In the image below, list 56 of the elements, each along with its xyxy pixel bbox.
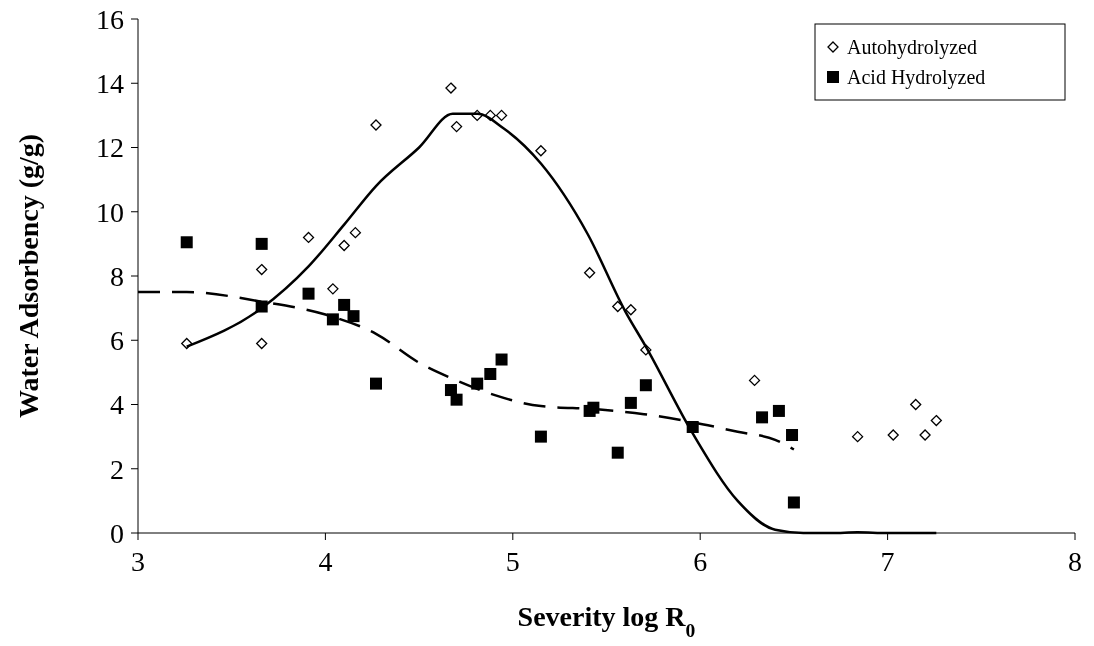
point: [302, 231, 315, 244]
point: [624, 396, 637, 409]
point: [534, 430, 547, 443]
point: [772, 404, 785, 417]
point: [180, 236, 193, 249]
x-axis-title: Severity log R$_{0}$: [517, 601, 696, 641]
x-tick-label: 3: [131, 546, 145, 577]
point: [445, 82, 457, 94]
point: [256, 263, 268, 276]
point: [450, 393, 463, 406]
y-tick-label: 2: [110, 453, 124, 485]
y-tick-label: 16: [96, 3, 124, 35]
point: [370, 377, 382, 390]
point: [444, 384, 457, 397]
point: [887, 429, 899, 441]
point: [930, 414, 942, 427]
point: [484, 367, 497, 380]
point: [338, 239, 350, 252]
point: [851, 430, 864, 443]
point: [450, 120, 463, 133]
y-tick-label: 10: [96, 196, 124, 228]
point: [786, 429, 799, 442]
y-tick-label: 0: [110, 517, 124, 549]
y-tick-label: 4: [110, 389, 124, 421]
point: [583, 267, 596, 279]
x-tick-label: 7: [880, 546, 895, 577]
y-axis-title: Water Adsorbency (g/g): [13, 133, 44, 419]
x-tick-label: 5: [505, 546, 520, 577]
point: [495, 109, 508, 122]
point: [639, 379, 652, 392]
y-tick-label: 6: [110, 325, 124, 357]
point: [255, 237, 268, 250]
point: [535, 145, 547, 157]
point: [625, 304, 637, 316]
point: [756, 411, 769, 424]
point: [347, 310, 360, 323]
point: [919, 429, 931, 441]
point: [787, 496, 800, 509]
point: [256, 337, 268, 350]
legend-label: Autohydrolyzed: [847, 36, 977, 59]
point: [349, 226, 362, 239]
legend-label: Acid Hydrolyzed: [847, 66, 986, 89]
y-tick-label: 12: [96, 132, 124, 164]
point: [327, 283, 339, 295]
point: [611, 446, 624, 459]
y-tick-label: 14: [96, 68, 124, 100]
x-tick-label: 4: [318, 546, 333, 577]
y-tick-label: 8: [110, 260, 124, 292]
point: [302, 287, 315, 300]
point: [495, 353, 508, 366]
x-tick-label: 8: [1068, 546, 1082, 577]
point: [748, 374, 761, 387]
x-tick-label: 6: [693, 546, 708, 577]
point: [338, 298, 351, 311]
point: [326, 313, 339, 326]
point: [910, 398, 922, 411]
